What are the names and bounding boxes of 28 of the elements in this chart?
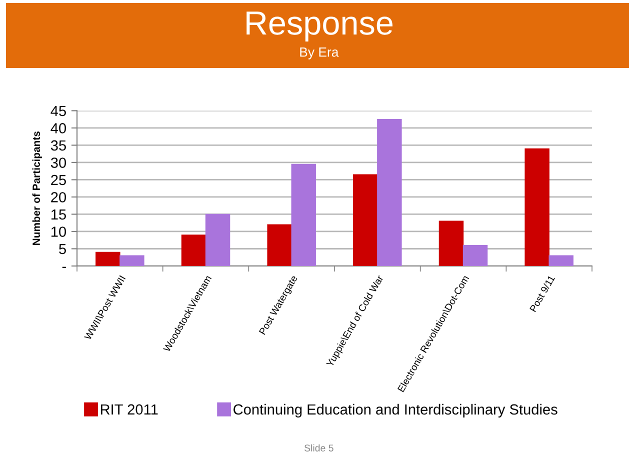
text: Slide 5 <box>304 444 334 452</box>
bar <box>181 234 206 266</box>
y-tick-label: 20 <box>51 192 66 202</box>
bar <box>96 252 120 266</box>
y-tick-label: 25 <box>51 174 66 186</box>
legend-label: RIT 2011 <box>100 404 158 415</box>
bar <box>205 214 230 266</box>
y-tick-label: 15 <box>51 209 66 220</box>
bar <box>377 118 402 266</box>
y-tick-label: 30 <box>50 158 66 168</box>
y-tick-label: 10 <box>51 226 66 237</box>
bar <box>438 220 464 266</box>
legend-label: Continuing Education and Interdisciplinary Studies <box>234 404 558 418</box>
bar <box>120 255 144 266</box>
bar <box>548 255 574 266</box>
bar <box>462 244 488 266</box>
bar <box>291 164 316 266</box>
y-tick-label: - <box>62 266 66 268</box>
bar <box>524 148 550 266</box>
y-tick-label: 40 <box>50 123 66 134</box>
chart-subtitle: By Era <box>300 48 339 60</box>
y-tick-label: 45 <box>50 106 66 116</box>
bar <box>353 174 378 266</box>
y-tick-label: 35 <box>50 140 66 151</box>
y-axis-title: Number of Participants <box>32 131 42 245</box>
y-tick-label: 5 <box>59 244 66 254</box>
bar <box>267 224 292 266</box>
chart-title: Response <box>246 12 392 42</box>
